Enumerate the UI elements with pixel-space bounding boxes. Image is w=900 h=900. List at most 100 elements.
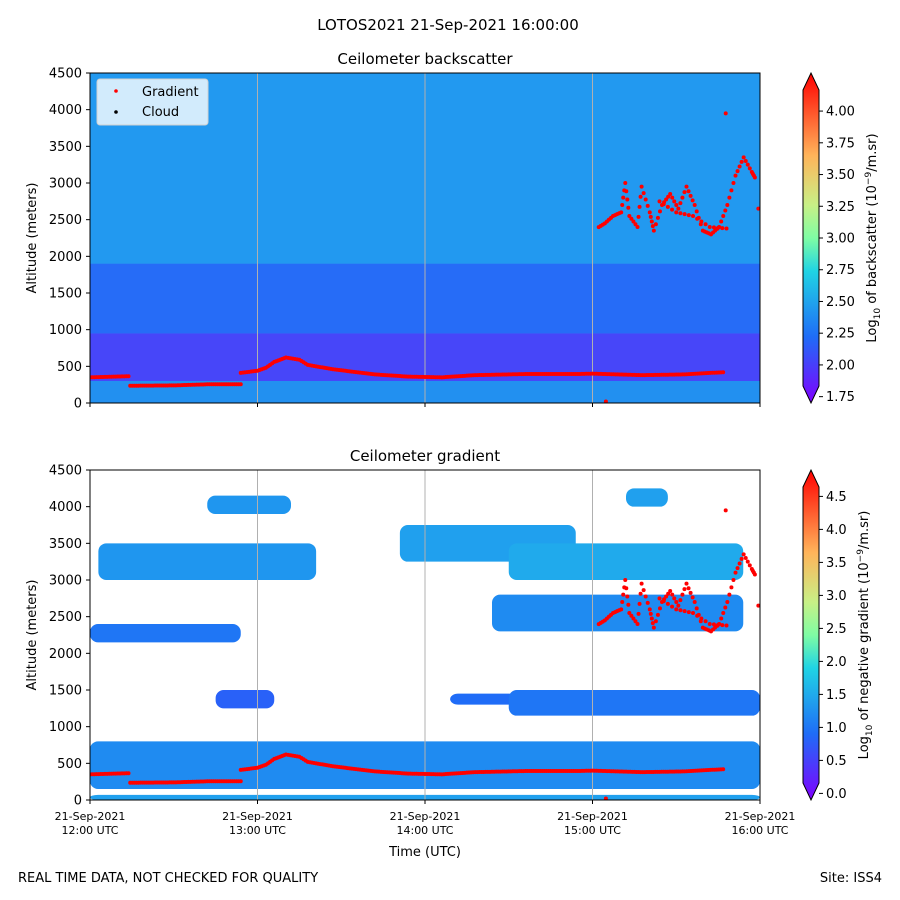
gradient-title: Ceilometer gradient <box>350 447 500 465</box>
gradient-point <box>741 552 746 557</box>
gradient-point <box>720 226 725 231</box>
gradient-point <box>686 586 691 591</box>
gradient-point <box>720 623 725 628</box>
legend: Gradient Cloud <box>96 78 209 126</box>
ytick-label: 4000 <box>49 103 82 118</box>
gradient-point <box>648 611 653 616</box>
xtick-label-date: 21-Sep-2021 <box>55 810 126 823</box>
gradient-point <box>674 600 679 604</box>
colorbar-tick-label: 1.75 <box>826 390 855 405</box>
gradient-point <box>619 607 624 612</box>
gradient-band-residual-band-2 <box>450 693 518 705</box>
backscatter-title: Ceilometer backscatter <box>337 50 513 68</box>
gradient-point <box>719 219 724 224</box>
gradient-point <box>682 609 687 614</box>
ytick-label: 3500 <box>49 537 82 552</box>
gradient-point <box>645 203 650 208</box>
gradient-point <box>678 598 683 603</box>
gradient-point <box>641 191 646 196</box>
gradient-point <box>670 195 675 200</box>
gradient-point <box>633 619 638 624</box>
gradient-point <box>672 596 677 601</box>
gradient-point <box>733 570 738 575</box>
gradient-xlabel: Time (UTC) <box>388 845 461 860</box>
colorbar-tick-label: 2.25 <box>826 327 855 342</box>
backscatter-colorbar-bar <box>802 71 820 405</box>
gradient-point <box>688 590 693 595</box>
gradient-point <box>735 169 740 174</box>
gradient-point <box>643 197 648 202</box>
ytick-label: 2500 <box>49 610 82 625</box>
gradient-point <box>126 374 131 379</box>
gradient-ylabel: Altitude (meters) <box>25 580 40 691</box>
gradient-point <box>676 603 681 608</box>
gradient-point <box>674 607 679 612</box>
gradient-point <box>624 189 629 194</box>
colorbar-tick-label: 2.75 <box>826 263 855 278</box>
gradient-point <box>743 159 748 163</box>
gradient-point <box>627 214 632 218</box>
ytick-label: 0 <box>74 794 82 809</box>
gradient-point <box>729 585 734 590</box>
gradient-point <box>645 600 650 605</box>
gradient-band-upper-band-7 <box>626 488 668 507</box>
gradient-point <box>641 588 646 593</box>
gradient-point <box>653 619 658 624</box>
colorbar-tick-label: 2.5 <box>826 622 847 637</box>
gradient-point <box>631 219 636 224</box>
gradient-point <box>650 224 655 229</box>
gradient-point <box>633 222 638 227</box>
legend-gradient-marker <box>114 89 118 93</box>
gradient-point <box>682 212 687 217</box>
gradient-point <box>638 591 643 596</box>
gradient-band-upper-band-3 <box>98 543 317 580</box>
gradient-point <box>737 561 742 566</box>
gradient-point <box>620 600 625 604</box>
gradient-point <box>731 578 736 582</box>
gradient-point <box>696 612 701 617</box>
gradient-point <box>711 225 716 230</box>
gradient-point <box>691 611 695 615</box>
gradient-point <box>660 600 665 604</box>
gradient-point <box>620 203 625 207</box>
gradient-band-residual-band-3 <box>508 690 760 716</box>
gradient-band-upper-band-6 <box>207 495 291 514</box>
colorbar-tick-label: 3.25 <box>826 200 855 215</box>
ytick-label: 4000 <box>49 500 82 515</box>
ytick-label: 500 <box>57 360 82 375</box>
gradient-point <box>672 199 677 204</box>
gradient-point <box>707 225 712 229</box>
gradient-point <box>629 613 634 618</box>
gradient-point <box>660 203 665 207</box>
gradient-point <box>684 581 689 586</box>
gradient-colorbar-bar <box>802 468 820 802</box>
gradient-point <box>638 194 643 199</box>
gradient-point <box>629 216 634 221</box>
gradient-point <box>739 159 744 164</box>
xtick-label-date: 21-Sep-2021 <box>557 810 628 823</box>
gradient-point <box>664 594 669 599</box>
gradient-point <box>737 164 742 169</box>
gradient-point <box>657 209 662 214</box>
gradient-point <box>651 228 656 233</box>
gradient-point <box>678 201 683 206</box>
gradient-point <box>727 592 732 597</box>
gradient-point <box>731 181 736 185</box>
gradient-point <box>711 622 716 627</box>
gradient-point <box>682 190 687 195</box>
gradient-point <box>655 612 660 617</box>
colorbar-tick-label: 2.50 <box>826 295 855 310</box>
backscatter-colorbar: 1.75 2.00 2.25 2.50 2.75 3.00 3.25 3.50 3.75 4.00… <box>802 71 883 405</box>
gradient-point <box>721 767 726 772</box>
gradient-point <box>690 198 695 203</box>
ytick-label: 1000 <box>49 323 82 338</box>
xtick-label-time: 15:00 UTC <box>564 824 621 837</box>
gradient-point <box>680 195 685 200</box>
colorbar-tick-label: 0.5 <box>826 754 847 769</box>
gradient-point <box>650 621 655 626</box>
gradient-point <box>745 162 750 167</box>
gradient-point <box>636 214 641 219</box>
gradient-point <box>756 603 760 608</box>
colorbar-tick-label: 3.75 <box>826 136 855 151</box>
gradient-point <box>698 222 703 227</box>
